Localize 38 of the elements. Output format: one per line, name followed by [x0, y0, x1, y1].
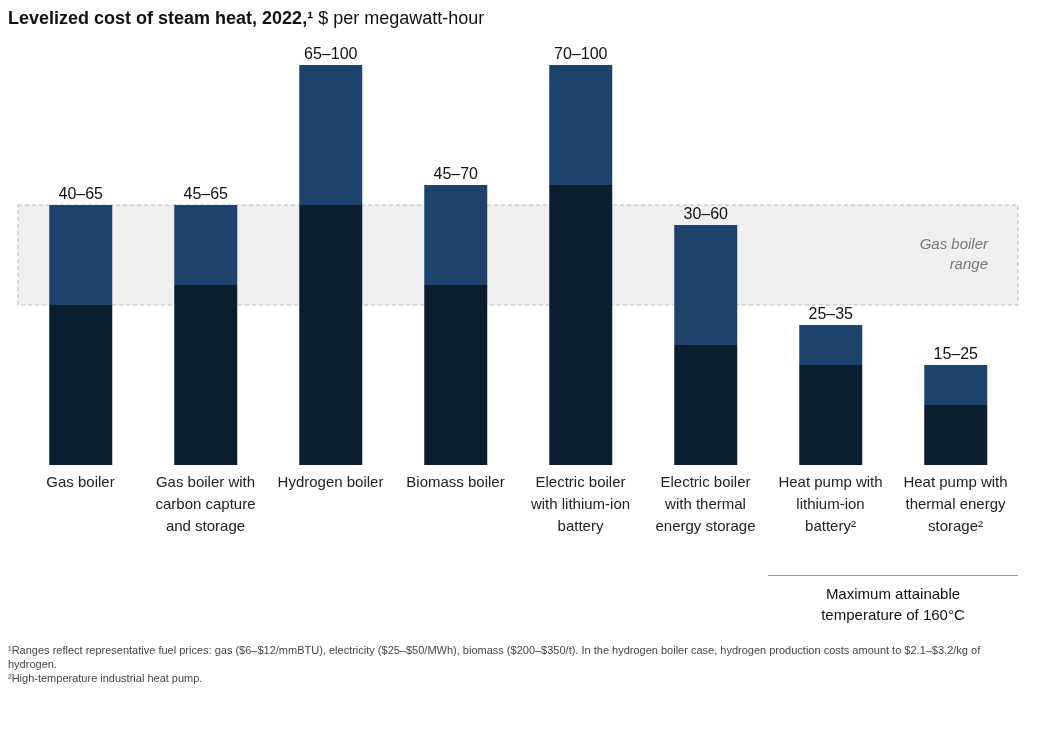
bar	[799, 325, 863, 365]
bar	[49, 305, 113, 465]
bar	[424, 185, 488, 285]
x-tick-label: Heat pump with thermal energy storage²	[903, 473, 1008, 534]
bar	[924, 405, 988, 465]
bar	[299, 65, 363, 205]
bar	[49, 205, 113, 305]
bar	[549, 65, 613, 185]
x-tick-label: Hydrogen boiler	[277, 473, 384, 490]
bar	[299, 205, 363, 465]
bar	[924, 365, 988, 405]
data-label: 45–65	[183, 185, 229, 202]
data-label: 65–100	[304, 45, 358, 62]
bar	[674, 345, 738, 465]
data-label: 30–60	[683, 205, 729, 222]
text: Maximum attainable temperature of 160°C	[820, 584, 966, 625]
text: ¹Ranges reflect representative fuel prices: gas ($6–$12/mmBTU), electricity ($25–$50/MWh), biomass ($200–$350/t). In the hydrogen boiler case, hydrogen production costs amount to $2.1–$3.2/kg of hydrogen.	[8, 643, 982, 671]
data-label: 25–35	[808, 305, 854, 322]
bar	[174, 205, 238, 285]
data-label: 40–65	[58, 185, 104, 202]
data-label: 70–100	[554, 45, 608, 62]
x-tick-label: Heat pump with lithium-ion battery²	[778, 473, 883, 534]
text: ²High-temperature industrial heat pump.	[8, 671, 204, 685]
bar	[424, 285, 488, 465]
bar	[174, 285, 238, 465]
x-tick-label: Electric boiler with thermal energy storage	[655, 473, 756, 534]
bar	[674, 225, 738, 345]
chart-title: Levelized cost of steam heat, 2022,¹	[8, 8, 314, 28]
bar	[549, 185, 613, 465]
data-label: 45–70	[433, 165, 479, 182]
bar	[799, 365, 863, 465]
data-label: 15–25	[933, 345, 979, 362]
x-tick-label: Electric boiler with lithium-ion battery	[529, 473, 631, 534]
chart-subtitle: $ per megawatt-hour	[318, 8, 485, 28]
x-tick-label: Gas boiler with carbon capture and storage	[155, 473, 256, 534]
x-tick-label: Biomass boiler	[406, 473, 505, 490]
band-label: Gas boiler range	[919, 235, 989, 272]
x-tick-label: Gas boiler	[46, 473, 115, 490]
